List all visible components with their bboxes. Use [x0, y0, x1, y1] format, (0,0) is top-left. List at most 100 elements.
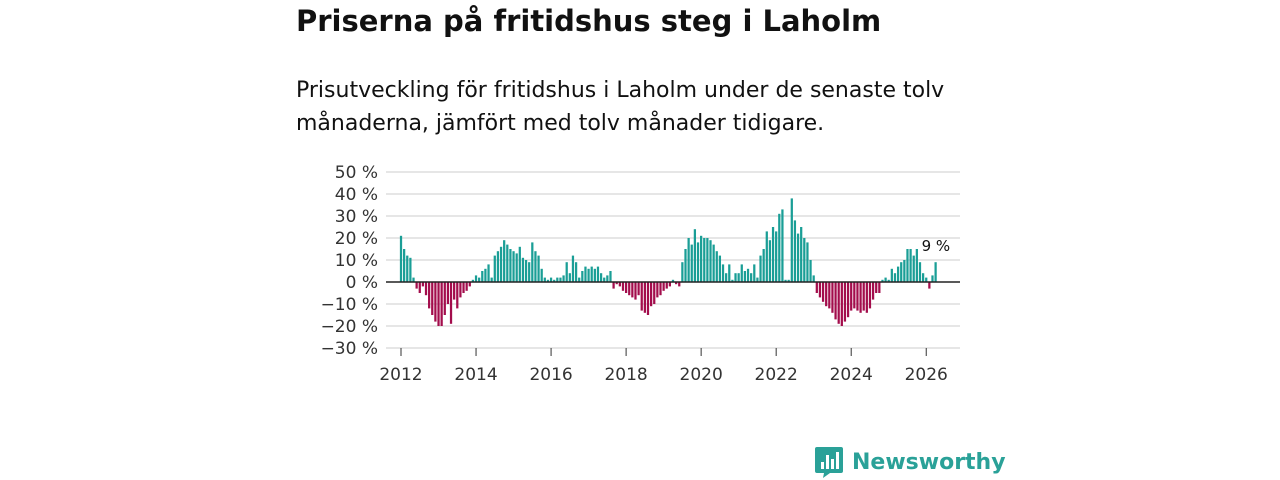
bar	[700, 235, 703, 282]
bar	[834, 282, 837, 320]
bar	[499, 246, 503, 282]
annotations: 9 %	[922, 237, 951, 255]
bar	[837, 282, 840, 324]
bar	[775, 231, 778, 282]
bar	[490, 277, 493, 282]
bar	[537, 255, 540, 282]
bar	[556, 277, 559, 282]
bar	[434, 282, 437, 322]
bar	[934, 262, 937, 282]
bar	[912, 255, 915, 282]
bar	[784, 279, 787, 282]
bar	[728, 264, 731, 282]
bar	[609, 271, 612, 282]
x-tick-label: 2014	[454, 365, 497, 385]
bar	[518, 246, 521, 282]
y-tick-label: 10 %	[335, 251, 378, 271]
bar	[481, 271, 484, 282]
bar	[921, 273, 925, 282]
bar	[624, 282, 628, 293]
bar	[687, 238, 690, 282]
x-tick-label: 2022	[755, 365, 798, 385]
bar	[478, 277, 481, 282]
bar	[590, 266, 593, 282]
bar	[503, 240, 506, 282]
bar	[515, 253, 518, 282]
bar	[462, 282, 465, 293]
bar	[718, 255, 722, 282]
bar	[881, 279, 884, 282]
bar	[731, 279, 734, 282]
bar	[878, 282, 881, 293]
bar	[831, 282, 834, 313]
bar	[678, 282, 681, 287]
bar	[581, 271, 584, 282]
bar	[756, 277, 759, 282]
bar	[771, 227, 775, 282]
bar	[812, 275, 815, 282]
bar	[868, 282, 872, 309]
bar	[409, 257, 412, 282]
bar	[696, 242, 700, 282]
bar	[725, 273, 728, 282]
bar	[403, 249, 406, 282]
bar	[884, 277, 887, 282]
bar	[859, 282, 862, 313]
bar	[715, 251, 718, 282]
bar	[440, 282, 443, 326]
chart-title: Priserna på fritidshus steg i Laholm	[296, 4, 882, 38]
bar	[640, 282, 643, 311]
bar	[803, 238, 806, 282]
bar	[662, 282, 665, 291]
bar	[762, 249, 765, 282]
bar	[540, 268, 543, 282]
bar	[840, 282, 843, 326]
bar	[593, 268, 596, 282]
bar	[612, 282, 615, 289]
bar	[753, 264, 756, 282]
bar	[768, 240, 772, 282]
bar	[931, 275, 934, 282]
bar	[706, 238, 709, 282]
bar	[690, 244, 693, 282]
bar	[853, 282, 856, 309]
bar	[578, 277, 581, 282]
x-tick-label: 2016	[529, 365, 572, 385]
bar	[746, 268, 750, 282]
bar-series	[399, 198, 937, 326]
bar	[712, 244, 715, 282]
bar	[800, 227, 803, 282]
bar	[637, 282, 640, 296]
bar	[546, 279, 550, 282]
bar	[675, 282, 678, 285]
bar	[778, 213, 781, 282]
bar	[468, 282, 471, 287]
x-tick-label: 2012	[379, 365, 422, 385]
bar	[828, 282, 831, 309]
bar	[765, 231, 768, 282]
x-tick-label: 2018	[604, 365, 647, 385]
x-tick-label: 2026	[905, 365, 948, 385]
bar	[606, 275, 609, 282]
bar	[621, 282, 625, 291]
bar	[437, 282, 440, 326]
bar	[781, 209, 784, 282]
bar	[850, 282, 853, 311]
bar	[743, 271, 747, 282]
bar	[925, 277, 928, 282]
bar	[649, 282, 653, 307]
bar	[734, 273, 737, 282]
bar	[709, 240, 712, 282]
grid-lines	[386, 171, 960, 349]
bar	[418, 282, 421, 293]
bar	[493, 255, 496, 282]
bar	[875, 282, 878, 293]
bar	[737, 273, 740, 282]
bar	[793, 220, 797, 282]
bar	[906, 249, 909, 282]
y-tick-label: −10 %	[321, 295, 378, 315]
bar	[562, 275, 565, 282]
bar	[406, 255, 409, 282]
bar	[453, 282, 456, 300]
bar	[509, 249, 512, 282]
